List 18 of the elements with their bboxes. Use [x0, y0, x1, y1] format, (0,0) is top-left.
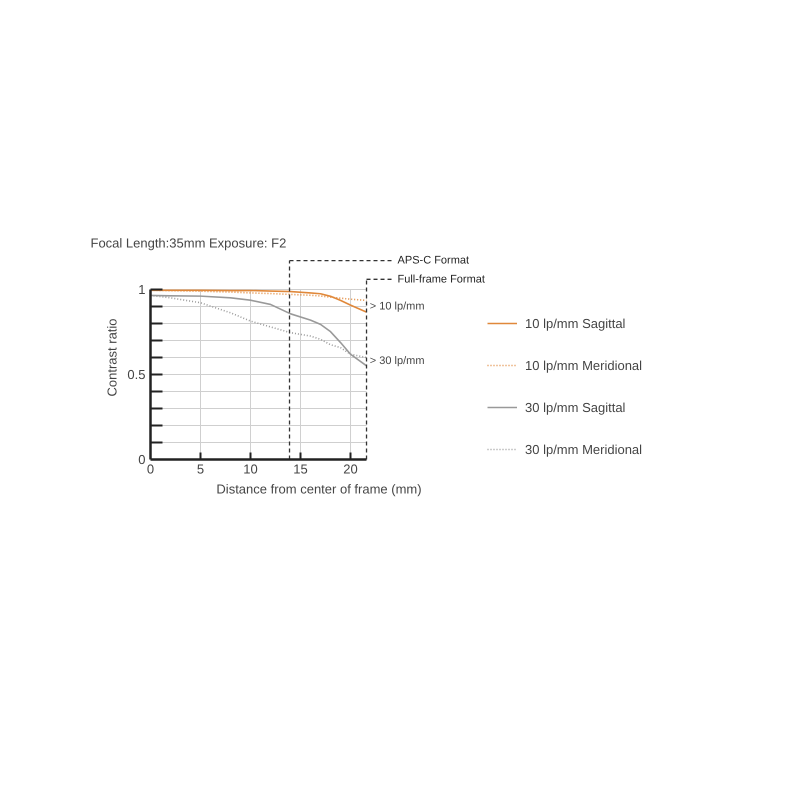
annotation: > 10 lp/mm	[370, 300, 424, 312]
x-tick-label: 5	[196, 462, 204, 476]
y-tick-label: 1	[138, 282, 146, 297]
legend-label: 30 lp/mm Sagittal	[525, 400, 626, 414]
annotation: > 30 lp/mm	[370, 354, 424, 367]
chart-title: Focal Length:35mm Exposure: F2	[90, 236, 286, 250]
legend-label: 10 lp/mm Sagittal	[525, 316, 626, 330]
legend-label: 10 lp/mm Meridional	[525, 358, 642, 372]
x-tick-label: 20	[343, 462, 358, 476]
y-tick-label: 0	[138, 452, 146, 467]
ref-line-label: Full-frame Format	[398, 273, 485, 286]
y-tick-label: 0.5	[127, 367, 146, 382]
x-tick-label: 15	[293, 462, 308, 476]
x-tick-label: 10	[243, 462, 258, 476]
y-axis-title: Contrast ratio	[104, 318, 120, 397]
x-axis-title: Distance from center of frame (mm)	[216, 482, 422, 496]
ref-line-label: APS-C Format	[398, 254, 470, 267]
legend-label: 30 lp/mm Meridional	[525, 442, 642, 456]
